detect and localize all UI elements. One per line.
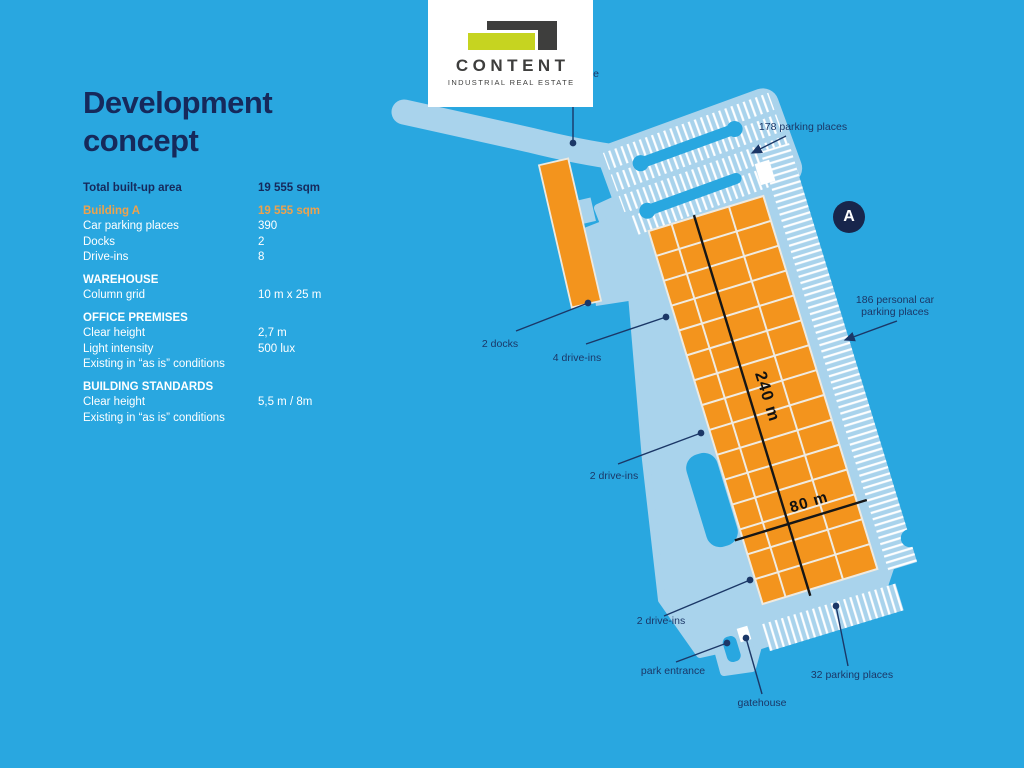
page-title-line2: concept bbox=[83, 123, 199, 158]
spec-value: 5,5 m / 8m bbox=[258, 396, 313, 408]
parking-strip-32 bbox=[761, 583, 904, 652]
parking-strip-186 bbox=[754, 143, 919, 571]
spec-label: Building A bbox=[83, 204, 141, 217]
building-a: 240 m 80 m bbox=[647, 194, 879, 606]
spec-label: Drive-ins bbox=[83, 251, 129, 263]
label-gatehouse: gatehouse bbox=[737, 697, 787, 709]
logo-tagline: INDUSTRIAL REAL ESTATE bbox=[447, 78, 575, 87]
spec-section-header: OFFICE PREMISES bbox=[83, 311, 188, 324]
dock-building bbox=[537, 157, 603, 309]
spec-value: 390 bbox=[258, 220, 278, 232]
spec-value: 19 555 sqm bbox=[258, 204, 321, 217]
spec-label: Column grid bbox=[83, 289, 145, 301]
spec-value: 8 bbox=[258, 251, 265, 263]
spec-label: Existing in “as is” conditions bbox=[83, 411, 225, 424]
arrow-drive-ins-2a bbox=[617, 429, 705, 465]
company-logo: CONTENT INDUSTRIAL REAL ESTATE bbox=[428, 0, 593, 107]
spec-value: 2 bbox=[258, 235, 265, 248]
spec-label: Light intensity bbox=[83, 342, 154, 355]
logo-lime-block-icon bbox=[468, 33, 535, 50]
logo-building-icon bbox=[487, 21, 557, 30]
spec-value: 10 m x 25 m bbox=[258, 289, 322, 301]
spec-section-header: WAREHOUSE bbox=[83, 273, 159, 286]
spec-value: 19 555 sqm bbox=[258, 182, 321, 194]
spec-label: Docks bbox=[83, 235, 115, 248]
spec-label: Clear height bbox=[83, 327, 146, 339]
spec-list: Total built-up area 19 555 sqm Building A… bbox=[83, 181, 363, 426]
arrow-drive-ins-2b bbox=[663, 576, 754, 617]
building-a-badge: A bbox=[833, 201, 865, 233]
spec-label: Car parking places bbox=[83, 220, 179, 232]
arrow-drive-ins-4 bbox=[585, 313, 670, 345]
length-dimension-line bbox=[692, 214, 812, 597]
arrow-gatehouse bbox=[742, 634, 763, 695]
dock-apron-connector bbox=[584, 210, 648, 306]
label-drive-ins-2b: 2 drive-ins bbox=[636, 615, 686, 627]
spec-value: 2,7 m bbox=[258, 327, 287, 339]
arrow-parking-178 bbox=[750, 135, 787, 154]
page-title: Development concept bbox=[83, 84, 273, 160]
spec-section-header: BUILDING STANDARDS bbox=[83, 380, 214, 393]
label-drive-ins-2a: 2 drive-ins bbox=[589, 470, 639, 482]
label-drive-ins-4: 4 drive-ins bbox=[552, 352, 602, 364]
arrow-parking-32 bbox=[832, 602, 849, 667]
label-docks: 2 docks bbox=[481, 338, 519, 350]
spec-label: Clear height bbox=[83, 396, 146, 408]
arrow-park-entrance bbox=[675, 639, 731, 663]
logo-building-icon-block bbox=[538, 21, 557, 50]
arrow-docks bbox=[515, 299, 592, 332]
page-title-line1: Development bbox=[83, 85, 273, 120]
spec-value: 500 lux bbox=[258, 342, 296, 355]
arrow-personal-parking bbox=[843, 320, 898, 342]
width-dimension-line bbox=[734, 498, 868, 542]
logo-company-name: CONTENT bbox=[455, 56, 570, 75]
label-parking-32: 32 parking places bbox=[810, 669, 894, 681]
label-personal-parking: 186 personal car parking places bbox=[855, 294, 935, 318]
apron-island-cutout bbox=[686, 452, 738, 548]
label-park-entrance: park entrance bbox=[640, 665, 706, 677]
spec-label: Total built-up area bbox=[83, 182, 182, 194]
label-parking-178: 178 parking places bbox=[758, 121, 848, 133]
spec-label: Existing in “as is” conditions bbox=[83, 358, 225, 370]
